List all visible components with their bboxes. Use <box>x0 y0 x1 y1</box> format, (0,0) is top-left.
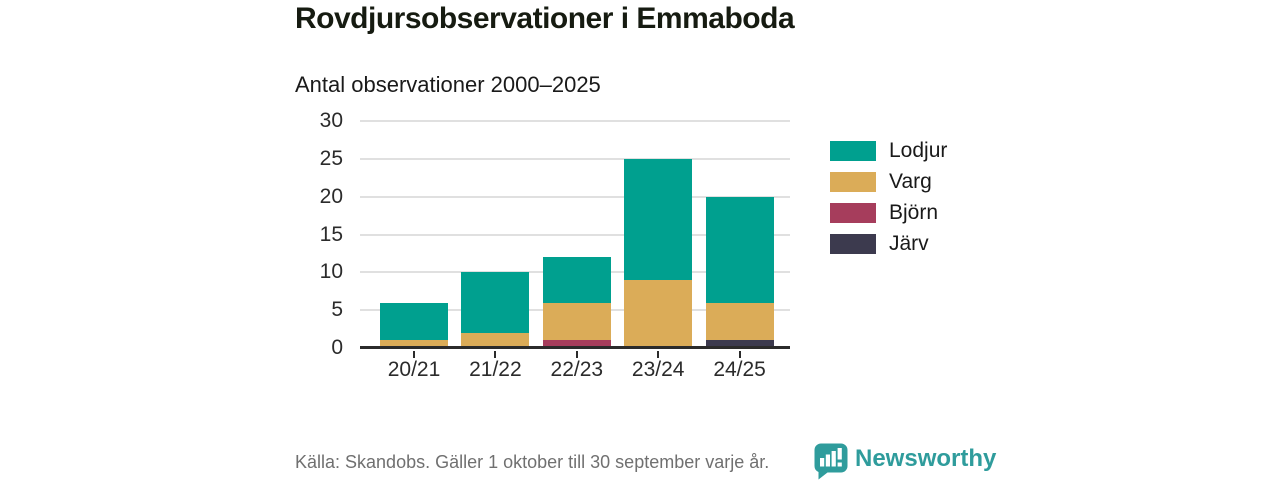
gridline <box>360 233 790 236</box>
chart-subtitle: Antal observationer 2000–2025 <box>295 72 601 97</box>
x-tick-label: 21/22 <box>469 358 522 381</box>
x-axis-tick <box>657 351 660 358</box>
y-tick-label: 30 <box>319 109 343 132</box>
x-tick-label: 23/24 <box>631 358 685 381</box>
legend-label-jarv: Järv <box>889 231 929 255</box>
bar-segment-varg <box>461 332 530 348</box>
gridline <box>360 120 790 122</box>
y-axis-labels: 0 5 10 15 20 25 30 <box>288 109 343 359</box>
x-tick-label: 20/21 <box>387 358 441 381</box>
gridline <box>360 195 790 198</box>
y-tick-label: 20 <box>319 184 343 208</box>
bar-segment-lodjur <box>542 257 611 303</box>
y-tick-label: 15 <box>319 222 343 246</box>
bar-segment-järv <box>705 340 774 348</box>
bar-segment-björn <box>542 340 611 348</box>
y-tick-label: 5 <box>331 298 343 322</box>
y-tick-label: 25 <box>319 146 343 170</box>
legend-item-varg: Varg <box>830 169 947 193</box>
x-axis-tick <box>494 351 497 358</box>
y-tick-label: 10 <box>319 260 343 284</box>
bar-segment-varg <box>542 302 611 341</box>
legend-swatch-jarv <box>830 233 876 254</box>
legend-item-lodjur: Lodjur <box>830 138 948 162</box>
y-tick-label: 0 <box>331 336 343 359</box>
plot-area <box>360 120 790 358</box>
brand-name: Newsworthy <box>855 444 997 472</box>
x-axis-tick <box>413 351 415 358</box>
bar-segment-lodjur <box>461 272 530 333</box>
source-note: Källa: Skandobs. Gäller 1 oktober till 3… <box>295 452 770 472</box>
legend-swatch-bjorn <box>830 202 876 223</box>
gridline <box>360 157 790 160</box>
bar-segment-varg <box>624 279 693 348</box>
legend-swatch-varg <box>830 171 876 192</box>
legend-item-bjorn: Björn <box>830 200 947 224</box>
chart-title: Rovdjursobservationer i Emmaboda <box>295 2 795 35</box>
x-axis-labels: 20/21 21/22 22/23 23/24 24/25 <box>360 358 790 388</box>
newsworthy-brand: Newsworthy <box>814 443 996 480</box>
legend-label-varg: Varg <box>889 169 932 193</box>
bar-segment-varg <box>380 340 448 348</box>
bar-segment-lodjur <box>624 158 693 280</box>
bar-segment-lodjur <box>705 196 774 303</box>
legend-label-lodjur: Lodjur <box>889 138 948 162</box>
bar-segment-lodjur <box>380 302 448 341</box>
x-axis-tick <box>738 351 741 358</box>
x-tick-label: 22/23 <box>550 358 604 381</box>
x-tick-label: 24/25 <box>713 358 766 381</box>
legend-item-jarv: Järv <box>830 231 947 255</box>
legend-label-bjorn: Björn <box>889 200 939 224</box>
legend-swatch-lodjur <box>830 140 876 161</box>
x-axis-line <box>360 346 790 349</box>
newsworthy-logo-icon <box>814 443 848 480</box>
bar-segment-varg <box>705 302 774 341</box>
x-axis-tick <box>575 351 578 358</box>
legend: Lodjur Varg Björn Järv <box>830 138 948 264</box>
